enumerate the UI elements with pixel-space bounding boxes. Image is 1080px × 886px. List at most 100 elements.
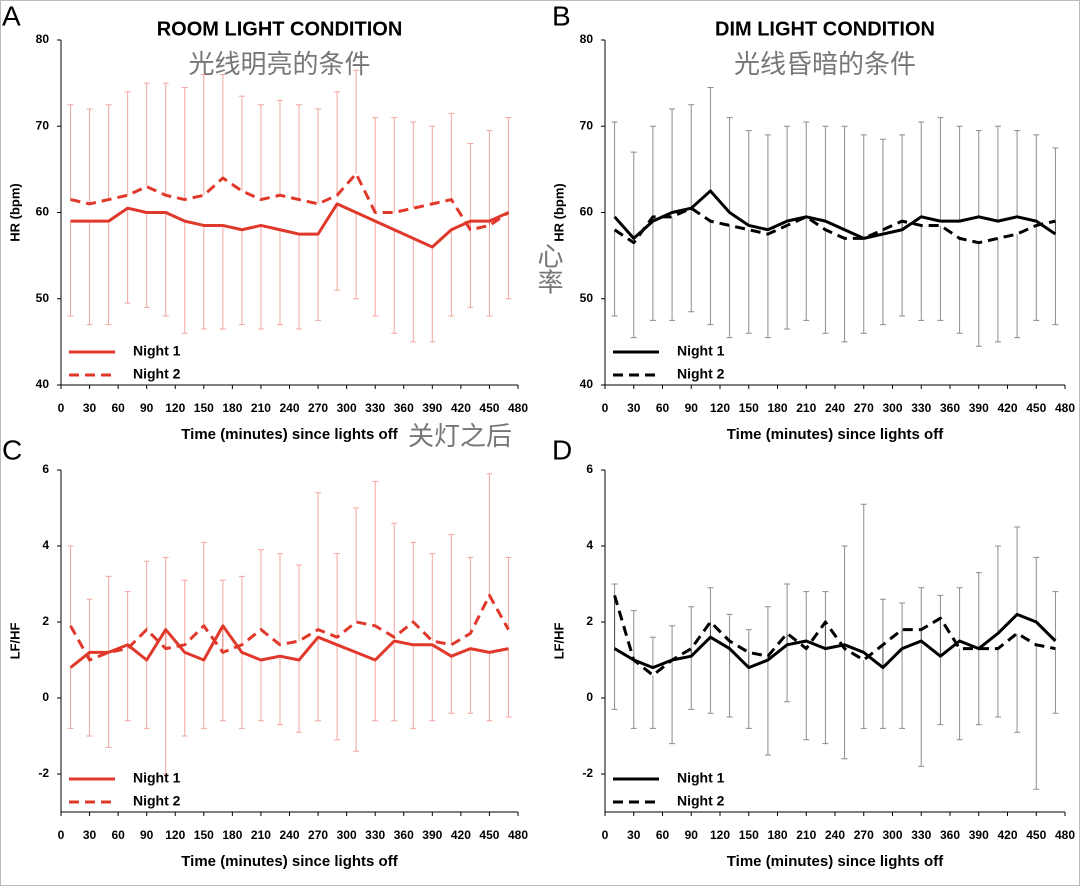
error-bar	[315, 637, 322, 722]
y-tick-label: 60	[580, 205, 594, 219]
x-tick-label: 210	[796, 828, 816, 842]
error-bar	[276, 229, 283, 326]
error-bar	[143, 212, 150, 308]
error-bar	[276, 99, 283, 196]
legend-label: Night 1	[677, 343, 725, 359]
error-bar	[105, 575, 112, 653]
chart-subtitle: 光线昏暗的条件	[734, 49, 916, 79]
error-bar	[975, 130, 982, 217]
y-axis-label: LF/HF	[7, 623, 22, 660]
x-tick-label: 0	[58, 828, 65, 842]
error-bar	[994, 545, 1001, 634]
x-tick-label: 390	[422, 828, 442, 842]
error-bar	[956, 238, 963, 334]
error-bar	[899, 134, 906, 230]
x-tick-label: 450	[1026, 828, 1046, 842]
error-bar	[803, 121, 810, 217]
error-bar	[822, 622, 829, 745]
error-bar	[764, 134, 771, 230]
panel-label: B	[552, 0, 571, 31]
error-bar	[745, 652, 752, 729]
x-tick-label: 150	[739, 401, 759, 415]
error-bar	[879, 598, 886, 668]
y-tick-label: 6	[586, 462, 593, 476]
error-bar	[296, 564, 303, 641]
error-bar	[745, 229, 752, 334]
error-bar	[822, 125, 829, 222]
x-label-annotation: 关灯之后	[408, 421, 512, 451]
error-bar	[257, 104, 264, 200]
error-bar	[181, 652, 188, 737]
error-bar	[467, 221, 474, 308]
x-tick-label: 420	[451, 828, 471, 842]
error-bar	[1014, 234, 1021, 339]
error-bar	[467, 648, 474, 714]
x-tick-label: 480	[1055, 401, 1075, 415]
error-bar	[1052, 221, 1059, 326]
error-bar	[410, 121, 417, 209]
error-bar	[937, 594, 944, 657]
error-bar	[105, 652, 112, 748]
y-tick-label: -2	[38, 766, 49, 780]
x-tick-label: 300	[882, 401, 902, 415]
error-bar	[429, 553, 436, 641]
y-tick-label: 70	[580, 118, 594, 132]
x-tick-label: 360	[394, 401, 414, 415]
x-tick-label: 210	[796, 401, 816, 415]
error-bar	[505, 117, 512, 213]
error-bar	[745, 629, 752, 668]
error-bar	[630, 660, 637, 729]
error-bar	[276, 553, 283, 645]
error-bar	[486, 130, 493, 226]
y-tick-label: 0	[586, 690, 593, 704]
error-bar	[391, 522, 398, 638]
error-bar	[200, 225, 207, 330]
x-tick-label: 480	[1055, 828, 1075, 842]
legend-label: Night 2	[677, 793, 725, 809]
error-bar	[162, 212, 169, 317]
error-bar	[334, 644, 341, 741]
x-tick-label: 30	[83, 401, 97, 415]
error-bar	[1033, 556, 1040, 622]
error-bar	[1052, 147, 1059, 235]
error-bar	[257, 549, 264, 630]
error-bar	[143, 660, 150, 729]
error-bar	[67, 221, 74, 317]
x-tick-label: 270	[308, 401, 328, 415]
error-bar	[124, 91, 131, 196]
error-bar	[669, 216, 676, 321]
y-tick-label: 6	[42, 462, 49, 476]
error-bar	[315, 234, 322, 321]
error-bar	[448, 656, 455, 714]
error-bar	[649, 636, 656, 668]
error-bar	[745, 130, 752, 226]
error-bar	[918, 587, 925, 641]
error-bar	[86, 221, 93, 326]
x-tick-label: 450	[479, 828, 499, 842]
error-bar	[238, 229, 245, 326]
error-bar	[276, 656, 283, 726]
x-tick-label: 150	[194, 401, 214, 415]
panel-label: C	[2, 434, 22, 465]
error-bar	[1052, 591, 1059, 641]
error-bar	[219, 579, 226, 653]
error-bar	[162, 556, 169, 649]
legend-label: Night 2	[677, 366, 725, 382]
series-line	[69, 624, 509, 669]
error-bar	[238, 95, 245, 191]
error-bar	[649, 125, 656, 222]
error-bar	[611, 121, 618, 217]
error-bar	[707, 622, 714, 714]
error-bar	[841, 238, 848, 343]
y-tick-label: 4	[586, 538, 593, 552]
error-bar	[784, 225, 791, 330]
error-bar	[707, 587, 714, 638]
error-bar	[334, 553, 341, 638]
x-tick-label: 270	[308, 828, 328, 842]
y-tick-label: 80	[580, 32, 594, 46]
x-tick-label: 270	[854, 401, 874, 415]
x-tick-label: 270	[854, 828, 874, 842]
error-bar	[669, 660, 676, 745]
